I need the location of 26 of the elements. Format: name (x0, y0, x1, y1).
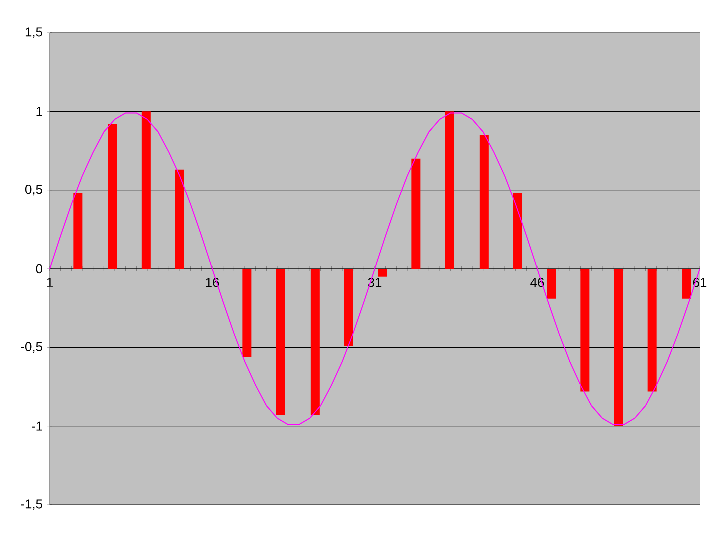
bar (648, 269, 657, 392)
bar (514, 193, 523, 269)
bar (242, 269, 252, 358)
bar (142, 112, 151, 269)
bar (412, 158, 421, 269)
bar (547, 269, 556, 299)
y-tick-label: -1 (32, 422, 42, 431)
y-tick-label: 0 (36, 264, 42, 274)
y-tick-label: 1 (36, 107, 42, 116)
y-tick-label: -1,5 (21, 500, 42, 510)
x-tick-label: 1 (47, 278, 53, 287)
bar (74, 193, 83, 269)
y-tick-label: 1,5 (26, 28, 42, 38)
bar (344, 269, 354, 346)
y-tick-label: -0,5 (21, 342, 42, 354)
y-tick-label: 0,5 (25, 184, 42, 196)
bar (276, 269, 286, 416)
bar (176, 170, 184, 269)
bar (378, 269, 388, 277)
bar (614, 269, 624, 426)
bar (445, 112, 454, 269)
bar (108, 124, 118, 269)
bar (682, 269, 692, 299)
bar (480, 135, 489, 269)
bar (310, 269, 320, 416)
bar (580, 269, 590, 392)
